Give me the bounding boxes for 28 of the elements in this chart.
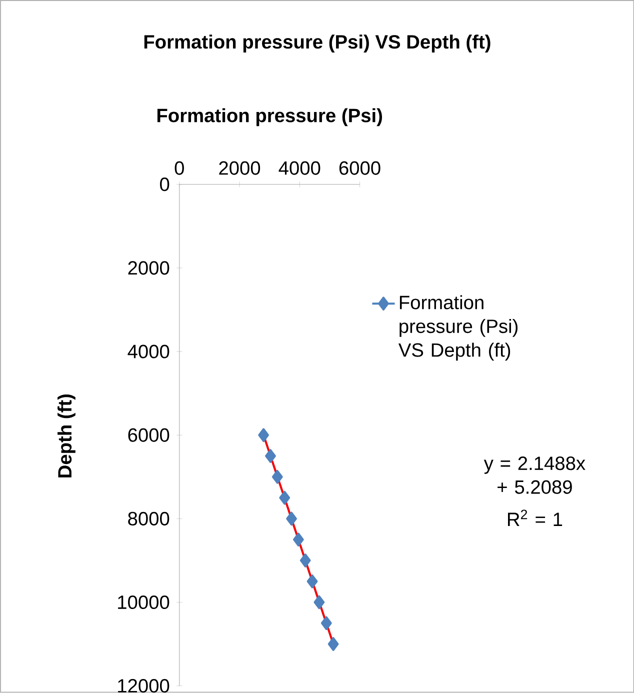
point — [272, 470, 283, 484]
y-tick-label: 6000 — [128, 428, 170, 442]
x-axis-title: Formation pressure (Psi) — [157, 108, 382, 126]
point — [300, 554, 311, 568]
point — [320, 616, 332, 630]
y-axis-title: Depth (ft) — [57, 394, 76, 478]
x-tick-label: 4000 — [278, 161, 320, 175]
x-tick-label: 0 — [174, 161, 184, 175]
x-tick-label: 2000 — [219, 161, 260, 175]
chart-title: Formation pressure (Psi) VS Depth (ft) — [144, 34, 490, 52]
point — [279, 490, 290, 505]
text: y = 2.1488x + 5.2089 — [484, 456, 586, 494]
point — [306, 574, 318, 588]
y-tick-label: 8000 — [128, 512, 170, 526]
y-tick-label: 2000 — [128, 261, 170, 275]
legend-label: Formation pressure (Psi) VS Depth (ft) — [398, 295, 518, 361]
y-tick-label: 0 — [160, 178, 170, 192]
point — [258, 428, 269, 442]
y-tick-label: 4000 — [128, 344, 170, 358]
point — [286, 512, 297, 526]
point — [314, 595, 324, 610]
y-tick-label: 10000 — [118, 595, 170, 610]
y-tick-label: 12000 — [118, 679, 170, 693]
point — [328, 637, 339, 651]
point — [292, 532, 304, 547]
point — [264, 449, 276, 463]
text: R$^{2}$ = 1 — [508, 510, 562, 526]
x-tick-label: 6000 — [339, 161, 380, 175]
